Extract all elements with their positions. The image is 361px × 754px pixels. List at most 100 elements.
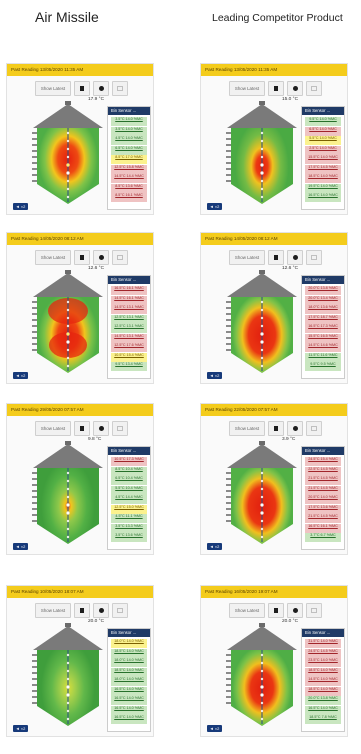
sensor-reading-row[interactable]: 14.5°C 13.1 %MC <box>111 305 147 314</box>
bin-sensor-title[interactable]: Bin Sensor ... <box>302 276 344 284</box>
sensor-reading-row[interactable]: 18.0°C 14.0 %MC <box>111 639 147 648</box>
show-latest-button[interactable]: Show Latest <box>35 81 71 96</box>
sensor-reading-row[interactable]: 20.0°C 13.8 %MC <box>305 286 341 295</box>
sensor-reading-row[interactable]: 4.5°C 11.1 %MC <box>111 514 147 523</box>
export-button[interactable] <box>112 603 128 618</box>
sensor-reading-row[interactable]: 18.0°C 14.0 %MC <box>111 658 147 667</box>
sensor-reading-row[interactable]: 14.5°C 13.1 %MC <box>111 333 147 343</box>
live-button[interactable] <box>287 603 303 618</box>
sensor-reading-row[interactable]: 20.5°C 14.0 %MC <box>305 495 341 504</box>
sensor-reading-row[interactable]: 8.5°C 16.1 %MC <box>111 193 147 202</box>
sensor-reading-row[interactable]: 21.5°C 14.5 %MC <box>305 514 341 523</box>
sensor-reading-row[interactable]: 12.5°C 15.8 %MC <box>111 164 147 174</box>
expand-icon[interactable]: ◄ ×2 <box>207 203 222 210</box>
sensor-reading-row[interactable]: 16.5°C 14.0 %MC <box>111 715 147 724</box>
sensor-reading-row[interactable]: 8.5°C 13.6 %MC <box>111 183 147 193</box>
expand-icon[interactable]: ◄ ×2 <box>13 543 28 550</box>
sensor-reading-row[interactable]: 18.5°C 7.8 %MC <box>305 715 341 724</box>
sensor-reading-row[interactable]: 18.5°C 14.0 %MC <box>111 648 147 658</box>
record-button[interactable] <box>74 250 90 265</box>
sensor-reading-row[interactable]: 21.5°C 14.5 %MC <box>305 476 341 485</box>
export-button[interactable] <box>112 250 128 265</box>
sensor-reading-row[interactable]: 21.5°C 14.5 %MC <box>305 485 341 495</box>
sensor-reading-row[interactable]: 18.0°C 13.6 %MC <box>305 305 341 314</box>
sensor-reading-row[interactable]: 6.5°C 14.0 %MC <box>111 145 147 155</box>
sensor-reading-row[interactable]: 12.5°C 15.0 %MC <box>111 504 147 514</box>
sensor-reading-row[interactable]: 18.0°C 14.0 %MC <box>111 677 147 686</box>
expand-icon[interactable]: ◄ ×2 <box>13 203 28 210</box>
bin-sensor-title[interactable]: Bin Sensor ... <box>302 447 344 455</box>
live-button[interactable] <box>93 603 109 618</box>
sensor-reading-row[interactable]: 4.5°C 14.0 %MC <box>111 136 147 145</box>
sensor-reading-row[interactable]: 3.5°C 14.0 %MC <box>111 117 147 126</box>
sensor-reading-row[interactable]: 9.5°C 13.4 %MC <box>111 362 147 371</box>
sensor-reading-row[interactable]: 14.5°C 14.4 %MC <box>111 174 147 183</box>
bin-sensor-title[interactable]: Bin Sensor ... <box>108 629 150 637</box>
expand-icon[interactable]: ◄ ×2 <box>207 725 222 732</box>
sensor-reading-row[interactable]: 14.5°C 14.6 %MC <box>305 343 341 352</box>
sensor-reading-row[interactable]: 8.5°C 10.4 %MC <box>111 466 147 476</box>
sensor-reading-row[interactable]: 9.5°C 14.0 %MC <box>305 117 341 126</box>
record-button[interactable] <box>268 603 284 618</box>
sensor-reading-row[interactable]: 3.7°C 6.7 %MC <box>305 533 341 542</box>
record-button[interactable] <box>74 603 90 618</box>
show-latest-button[interactable]: Show Latest <box>229 421 265 436</box>
sensor-reading-row[interactable]: 16.5°C 16.1 %MC <box>305 523 341 533</box>
export-button[interactable] <box>112 81 128 96</box>
sensor-reading-row[interactable]: 16.5°C 17.3 %MC <box>305 324 341 333</box>
sensor-reading-row[interactable]: 15.5°C 14.0 %MC <box>305 155 341 164</box>
show-latest-button[interactable]: Show Latest <box>229 81 265 96</box>
live-button[interactable] <box>93 421 109 436</box>
export-button[interactable] <box>306 81 322 96</box>
sensor-reading-row[interactable]: 11.5°C 11.6 %MC <box>305 352 341 362</box>
expand-icon[interactable]: ◄ ×2 <box>207 372 222 379</box>
export-button[interactable] <box>306 603 322 618</box>
sensor-reading-row[interactable]: 15.5°C 16.5 %MC <box>305 333 341 343</box>
sensor-reading-row[interactable]: 31.5°C 14.0 %MC <box>305 639 341 648</box>
sensor-reading-row[interactable]: 16.5°C 16.1 %MC <box>111 286 147 295</box>
sensor-reading-row[interactable]: 24.5°C 15.4 %MC <box>305 457 341 466</box>
sensor-reading-row[interactable]: 14.5°C 14.0 %MC <box>305 677 341 686</box>
sensor-reading-row[interactable]: 6.5°C 10.4 %MC <box>111 476 147 485</box>
live-button[interactable] <box>287 250 303 265</box>
sensor-reading-row[interactable]: 18.5°C 14.0 %MC <box>305 174 341 183</box>
show-latest-button[interactable]: Show Latest <box>35 421 71 436</box>
sensor-reading-row[interactable]: 12.5°C 13.1 %MC <box>111 314 147 324</box>
sensor-reading-row[interactable]: 5.5°C 10.4 %MC <box>111 485 147 495</box>
sensor-reading-row[interactable]: 17.5°C 13.6 %MC <box>305 504 341 514</box>
record-button[interactable] <box>74 81 90 96</box>
sensor-reading-row[interactable]: 20.0°C 13.8 %MC <box>305 696 341 705</box>
sensor-reading-row[interactable]: 17.5°C 18.7 %MC <box>305 314 341 324</box>
export-button[interactable] <box>306 421 322 436</box>
sensor-reading-row[interactable]: 16.5°C 14.0 %MC <box>305 193 341 202</box>
sensor-reading-row[interactable]: 9.5°C 9.5 %MC <box>305 362 341 371</box>
expand-icon[interactable]: ◄ ×2 <box>207 543 222 550</box>
live-button[interactable] <box>93 81 109 96</box>
bin-sensor-title[interactable]: Bin Sensor ... <box>302 629 344 637</box>
export-button[interactable] <box>112 421 128 436</box>
live-button[interactable] <box>93 250 109 265</box>
sensor-reading-row[interactable]: 8.5°C 17.0 %MC <box>111 155 147 164</box>
expand-icon[interactable]: ◄ ×2 <box>13 725 28 732</box>
sensor-reading-row[interactable]: 18.5°C 14.0 %MC <box>305 667 341 677</box>
bin-sensor-title[interactable]: Bin Sensor ... <box>108 107 150 115</box>
live-button[interactable] <box>287 421 303 436</box>
export-button[interactable] <box>306 250 322 265</box>
live-button[interactable] <box>287 81 303 96</box>
sensor-reading-row[interactable]: 3.5°C 13.6 %MC <box>111 533 147 542</box>
show-latest-button[interactable]: Show Latest <box>35 603 71 618</box>
sensor-reading-row[interactable]: 23.5°C 14.0 %MC <box>305 658 341 667</box>
sensor-reading-row[interactable]: 16.5°C 14.0 %MC <box>111 705 147 715</box>
bin-sensor-title[interactable]: Bin Sensor ... <box>108 447 150 455</box>
sensor-reading-row[interactable]: 6.5°C 14.0 %MC <box>305 126 341 136</box>
sensor-reading-row[interactable]: 17.5°C 14.5 %MC <box>305 164 341 174</box>
sensor-reading-row[interactable]: 2.5°C 14.0 %MC <box>305 145 341 155</box>
bin-sensor-title[interactable]: Bin Sensor ... <box>302 107 344 115</box>
sensor-reading-row[interactable]: 10.5°C 17.3 %MC <box>111 457 147 466</box>
sensor-reading-row[interactable]: 24.5°C 14.5 %MC <box>305 648 341 658</box>
show-latest-button[interactable]: Show Latest <box>35 250 71 265</box>
sensor-reading-row[interactable]: 5.5°C 14.0 %MC <box>305 136 341 145</box>
sensor-reading-row[interactable]: 12.5°C 17.6 %MC <box>111 343 147 352</box>
sensor-reading-row[interactable]: 10.5°C 15.4 %MC <box>111 352 147 362</box>
show-latest-button[interactable]: Show Latest <box>229 250 265 265</box>
